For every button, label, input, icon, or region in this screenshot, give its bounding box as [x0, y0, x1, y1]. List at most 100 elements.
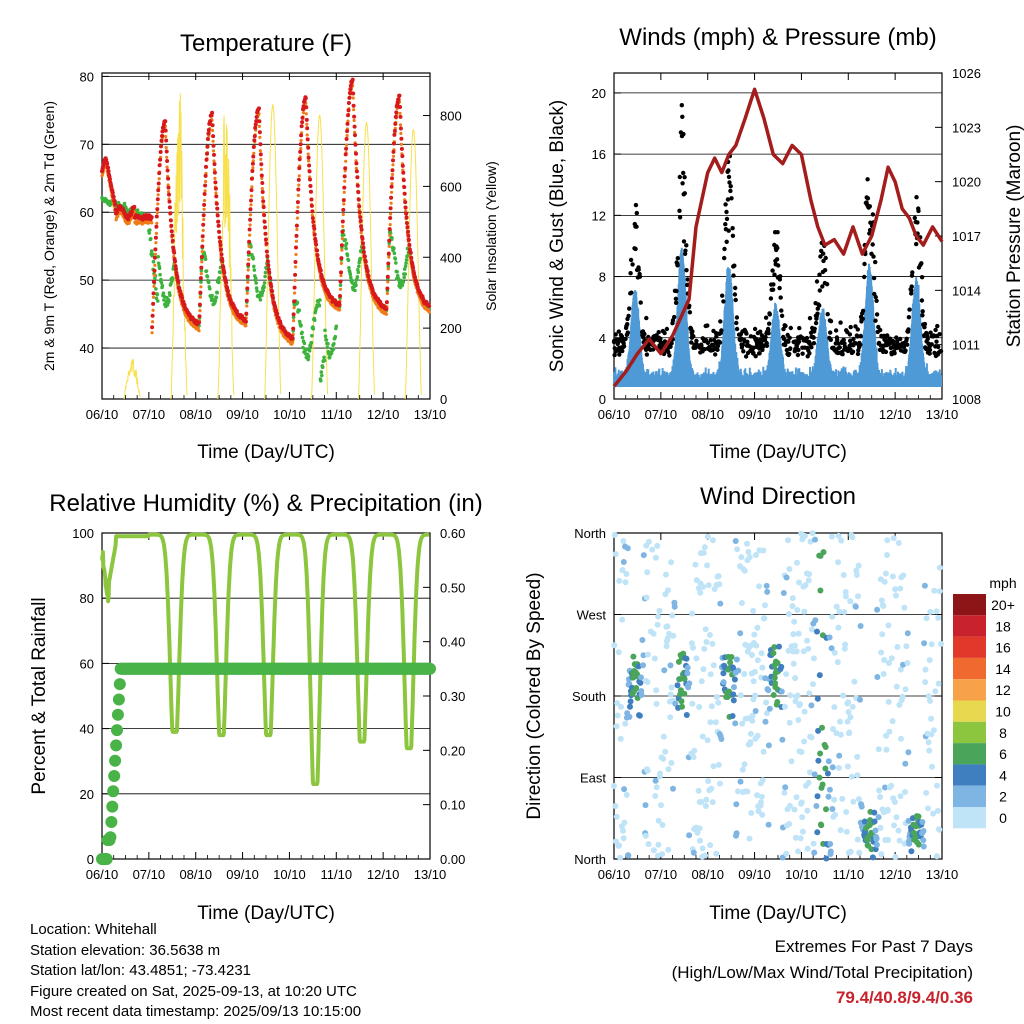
direction-point [684, 664, 691, 671]
gust-point [811, 341, 817, 346]
dewpoint-series-point [342, 233, 346, 237]
precip-point [109, 754, 122, 767]
direction-point [702, 852, 709, 859]
t2m-series-point [347, 91, 352, 95]
t9m-series-point [261, 196, 265, 200]
direction-point [735, 788, 741, 795]
direction-point [690, 644, 696, 651]
gust-point [723, 222, 728, 227]
direction-point [702, 626, 709, 633]
dewpoint-series-point [392, 251, 397, 256]
t2m-series-point [152, 255, 157, 260]
gust-point [634, 210, 639, 216]
t2m-series-point [358, 215, 363, 220]
t9m-series-point [251, 159, 255, 163]
t2m-series-point [214, 194, 219, 199]
gust-point [728, 184, 733, 189]
y2-tick-label: 0.30 [440, 689, 465, 704]
t2m-series-point [205, 151, 209, 156]
t2m-series-point [346, 108, 351, 113]
gust-point [874, 298, 879, 303]
t9m-series-point [391, 154, 396, 158]
dewpoint-series-point [261, 288, 266, 293]
rh-precip-panel: Relative Humidity (%) & Precipitation (i… [29, 490, 483, 924]
direction-point [667, 714, 674, 721]
dewpoint-series-point [324, 338, 329, 342]
t2m-series-point [300, 120, 305, 125]
direction-point [683, 712, 690, 718]
t2m-series-point [246, 262, 251, 267]
y2-tick-label: 1014 [952, 283, 981, 298]
t9m-series-point [247, 244, 251, 248]
gust-point [763, 334, 768, 340]
t2m-series-point [342, 174, 347, 179]
t9m-series-point [386, 267, 390, 271]
t2m-series-point [216, 223, 221, 228]
t9m-series-point [213, 176, 217, 180]
t2m-series-point [174, 267, 178, 272]
direction-point [762, 718, 769, 725]
direction-point [703, 639, 710, 645]
t9m-series-point [339, 274, 343, 278]
gust-point [673, 296, 679, 301]
t9m-series-point [296, 205, 300, 209]
t9m-series-point [152, 273, 157, 277]
t2m-series-point [211, 143, 216, 148]
dewpoint-series-point [160, 284, 165, 288]
y-tick-label: 60 [80, 205, 94, 220]
direction-point [770, 650, 777, 657]
t2m-series-point [295, 210, 300, 214]
gust-point [724, 239, 729, 244]
t2m-series-point [200, 244, 205, 249]
t2m-series-point [167, 199, 172, 204]
t9m-series-point [202, 217, 206, 222]
t2m-series-point [299, 133, 304, 138]
x-tick-label: 13/10 [926, 867, 959, 882]
t9m-series-point [292, 306, 296, 310]
direction-point [715, 761, 722, 768]
y-tick-label: 20 [80, 787, 94, 802]
t2m-series-point [299, 124, 304, 129]
gust-point [919, 275, 925, 280]
t2m-series-point [305, 126, 310, 131]
direction-point [698, 799, 705, 805]
dewpoint-series-point [158, 272, 162, 277]
t2m-series-point [211, 134, 216, 139]
gust-point [860, 308, 866, 314]
y-tick-label: 0 [87, 852, 94, 867]
y-tick-label: 8 [599, 270, 606, 285]
gust-point [743, 354, 749, 359]
t9m-series-point [211, 128, 215, 133]
direction-point [645, 651, 651, 658]
gust-point [828, 337, 833, 342]
t2m-series-point [293, 272, 298, 277]
direction-point [660, 755, 667, 762]
t9m-series-point [248, 223, 252, 227]
direction-point [753, 642, 760, 649]
t2m-series-point [172, 250, 177, 255]
t9m-series-point [296, 193, 300, 197]
t2m-series-point [166, 185, 171, 190]
direction-point [665, 766, 672, 773]
direction-point [760, 547, 767, 554]
gust-point [650, 347, 656, 352]
dewpoint-series-point [295, 300, 300, 305]
gust-point [873, 318, 878, 323]
t9m-series-point [295, 227, 299, 232]
direction-point [747, 730, 754, 737]
direction-point [633, 685, 640, 691]
t2m-series-point [411, 265, 416, 270]
t9m-series-point [200, 250, 204, 254]
t9m-series-point [344, 159, 348, 163]
y2-tick-label: 1017 [952, 229, 981, 244]
direction-point [644, 569, 651, 576]
gust-point [873, 294, 878, 300]
x-tick-label: 07/10 [645, 407, 678, 422]
gust-point [855, 327, 860, 332]
t2m-series-point [297, 166, 302, 171]
t9m-series-point [214, 191, 218, 195]
t2m-series-point [314, 242, 319, 247]
gust-point [689, 340, 694, 345]
gust-point [724, 216, 730, 222]
gust-point [758, 329, 763, 334]
